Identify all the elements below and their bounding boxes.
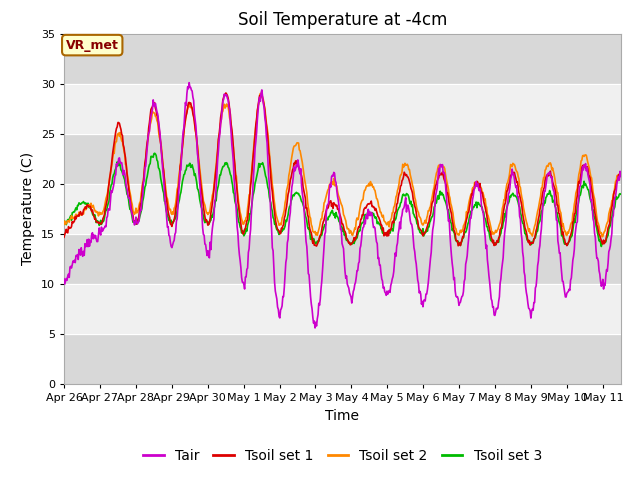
- Bar: [64, 134, 621, 184]
- Bar: [64, 234, 621, 284]
- Text: VR_met: VR_met: [66, 38, 118, 52]
- Legend: Tair, Tsoil set 1, Tsoil set 2, Tsoil set 3: Tair, Tsoil set 1, Tsoil set 2, Tsoil se…: [138, 444, 547, 468]
- Bar: [64, 184, 621, 234]
- Bar: [64, 34, 621, 84]
- Bar: [64, 284, 621, 334]
- X-axis label: Time: Time: [325, 408, 360, 422]
- Bar: [64, 84, 621, 134]
- Bar: [64, 334, 621, 384]
- Y-axis label: Temperature (C): Temperature (C): [21, 152, 35, 265]
- Title: Soil Temperature at -4cm: Soil Temperature at -4cm: [237, 11, 447, 29]
